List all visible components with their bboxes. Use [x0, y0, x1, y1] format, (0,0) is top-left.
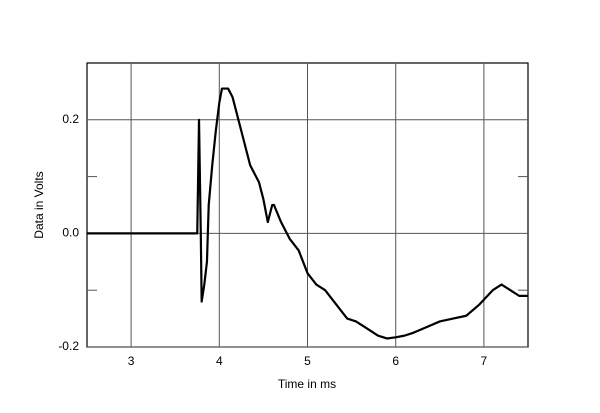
x-tick-label: 5 — [304, 354, 311, 368]
x-tick-label: 4 — [216, 354, 223, 368]
y-tick-label: -0.2 — [58, 339, 79, 353]
x-tick-label: 7 — [481, 354, 488, 368]
x-axis-label: Time in ms — [278, 377, 336, 391]
x-tick-label: 3 — [128, 354, 135, 368]
y-tick-label: 0.0 — [62, 226, 79, 240]
y-tick-label: 0.2 — [62, 112, 79, 126]
x-tick-label: 6 — [392, 354, 399, 368]
data-line — [87, 87, 528, 340]
y-axis-label: Data in Volts — [32, 171, 46, 238]
